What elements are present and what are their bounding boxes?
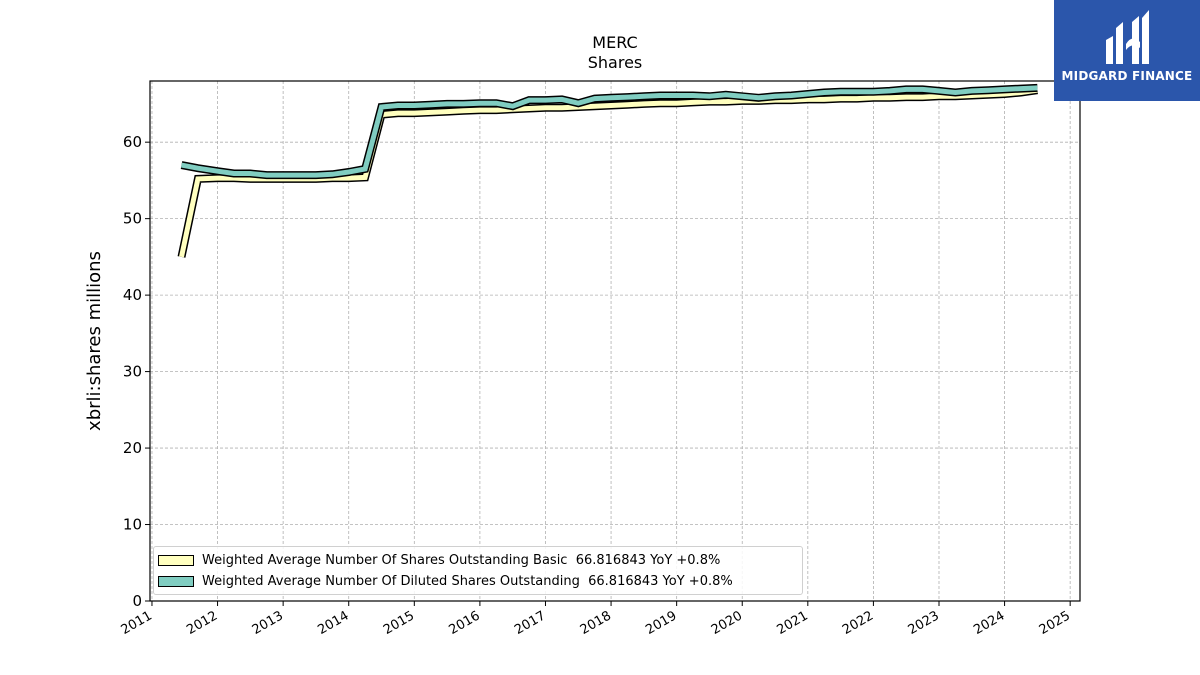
legend-item-basic: Weighted Average Number Of Shares Outsta… [158, 551, 720, 569]
x-tick-label: 2016 [447, 608, 483, 638]
x-tick-label: 2014 [315, 608, 351, 638]
x-tick-label: 2019 [643, 608, 679, 638]
x-tick-label: 2013 [250, 608, 286, 638]
y-tick-label: 60 [123, 133, 142, 151]
series-line-1 [181, 85, 1038, 178]
legend-label-diluted: Weighted Average Number Of Diluted Share… [202, 573, 733, 589]
x-tick-label: 2020 [709, 608, 745, 638]
legend-label-basic: Weighted Average Number Of Shares Outsta… [202, 552, 721, 568]
plot-frame [149, 80, 1081, 602]
chart-subtitle: Shares [587, 53, 643, 72]
y-tick-label: 50 [123, 210, 142, 228]
chart-title: MERC [592, 33, 638, 52]
logo-mark-icon [1106, 10, 1149, 64]
y-tick-label: 0 [132, 592, 142, 610]
y-axis-label: xbrli:shares millions [84, 251, 105, 431]
y-tick-label: 10 [123, 516, 142, 534]
y-tick-label: 20 [123, 439, 142, 457]
legend-item-diluted: Weighted Average Number Of Diluted Share… [158, 572, 733, 590]
x-tick-label: 2023 [906, 608, 942, 638]
logo-text: MIDGARD FINANCE [1061, 69, 1193, 83]
x-tick-label: 2012 [184, 608, 220, 638]
x-tick-label: 2024 [971, 608, 1007, 638]
y-tick-label: 30 [123, 363, 142, 381]
x-tick-label: 2017 [512, 608, 548, 638]
brand-logo: MIDGARD FINANCE [1054, 0, 1200, 101]
gridlines [150, 81, 1080, 602]
legend-swatch-basic [158, 554, 194, 566]
x-tick-label: 2011 [119, 608, 155, 638]
y-tick-label: 40 [123, 286, 142, 304]
x-tick-label: 2025 [1037, 608, 1073, 638]
x-tick-label: 2021 [774, 608, 810, 638]
legend-swatch-diluted [158, 575, 194, 587]
x-tick-label: 2015 [381, 608, 417, 638]
x-tick-label: 2018 [578, 608, 614, 638]
x-tick-label: 2022 [840, 608, 876, 638]
chart-legend: Weighted Average Number Of Shares Outsta… [153, 546, 803, 595]
series-lines [177, 83, 1038, 258]
